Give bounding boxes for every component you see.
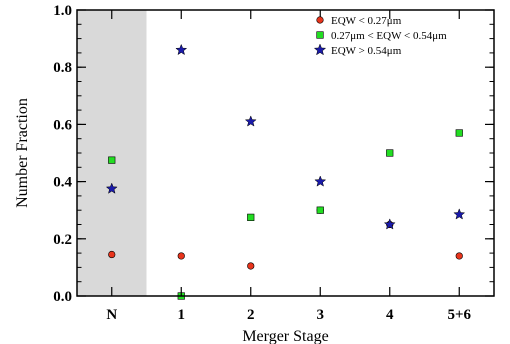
- data-point-star: [453, 208, 466, 220]
- data-point-square: [386, 149, 394, 157]
- legend-label: EQW < 0.27μm: [331, 15, 402, 27]
- legend-label: 0.27μm < EQW < 0.54μm: [331, 30, 447, 42]
- x-tick-label: 1: [178, 307, 186, 323]
- data-point-square: [316, 206, 324, 214]
- y-axis-ticks: 0.0 0.2 0.4 0.6 0.8 1.0: [53, 3, 494, 305]
- x-axis-ticks: N 1 2 3 4 5+6: [106, 10, 472, 323]
- data-point-circle: [247, 262, 255, 270]
- y-axis-title: Number Fraction: [14, 98, 31, 208]
- x-tick-label: 4: [386, 307, 394, 323]
- x-tick-label: 2: [247, 307, 255, 323]
- y-tick-label: 1.0: [53, 3, 72, 19]
- y-tick-label: 0.8: [53, 60, 72, 76]
- data-point-star: [105, 182, 118, 194]
- data-points: [105, 43, 466, 300]
- y-tick-label: 0.0: [53, 289, 72, 305]
- data-point-star: [244, 115, 257, 127]
- data-point-circle: [108, 250, 116, 259]
- data-point-star: [314, 175, 327, 187]
- data-point-square: [108, 156, 116, 164]
- y-tick-label: 0.6: [53, 117, 72, 133]
- x-tick-label: 3: [317, 307, 325, 323]
- data-point-star: [175, 43, 188, 56]
- x-tick-label: 5+6: [447, 307, 471, 323]
- legend-marker-square: [316, 31, 324, 39]
- y-tick-label: 0.4: [53, 175, 72, 191]
- x-tick-label: N: [106, 307, 117, 323]
- data-point-square: [247, 213, 255, 221]
- legend-label: EQW > 0.54μm: [331, 45, 402, 57]
- y-tick-label: 0.2: [53, 232, 72, 248]
- data-point-circle: [177, 252, 185, 260]
- x-axis-title: Merger Stage: [242, 328, 328, 344]
- legend-marker-star: [313, 43, 327, 56]
- legend: EQW < 0.27μm 0.27μm < EQW < 0.54μm EQW > 0…: [313, 15, 447, 57]
- shaded-region: [77, 10, 147, 296]
- data-point-square: [455, 129, 463, 137]
- data-point-circle: [455, 252, 463, 260]
- data-point-star: [383, 218, 396, 230]
- legend-marker-circle: [316, 16, 324, 24]
